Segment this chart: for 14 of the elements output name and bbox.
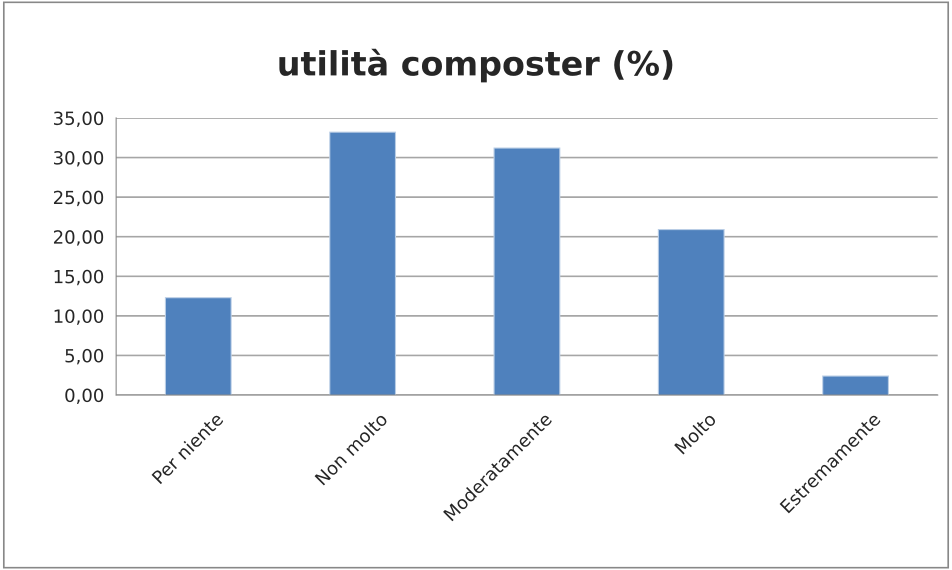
- chart-title: utilità composter (%): [279, 48, 672, 82]
- y-tick-label: 5,00: [66, 348, 104, 364]
- bar: [822, 375, 889, 396]
- bar: [658, 229, 725, 396]
- y-tick-label: 30,00: [54, 151, 104, 167]
- y-tick-label: 25,00: [54, 190, 104, 206]
- y-tick-label: 10,00: [54, 309, 104, 325]
- y-tick-label: 35,00: [54, 111, 104, 127]
- bar: [164, 297, 232, 396]
- y-tick-label: 0,00: [65, 388, 104, 404]
- bar: [494, 148, 560, 396]
- bar: [329, 132, 396, 396]
- y-tick-label: 20,00: [54, 230, 104, 246]
- y-tick-label: 15,00: [54, 270, 104, 286]
